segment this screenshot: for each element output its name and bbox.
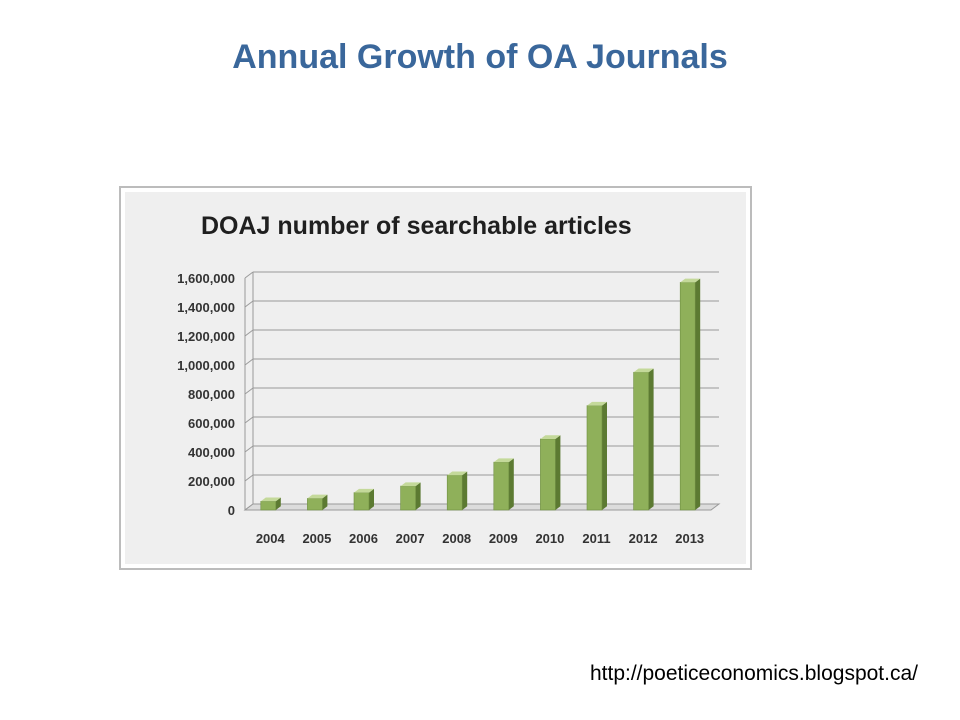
bar-top — [260, 497, 281, 502]
bar-top — [447, 471, 468, 476]
bar-side — [648, 368, 654, 510]
y-tick-label: 800,000 — [188, 387, 235, 402]
bar-top — [680, 278, 701, 283]
x-tick-label: 2009 — [489, 531, 518, 546]
gridline-depth — [244, 474, 254, 482]
gridline-depth — [244, 300, 254, 308]
gridline-depth — [244, 445, 254, 453]
bar-top — [540, 435, 561, 439]
y-tick-label: 0 — [228, 503, 235, 518]
bar — [679, 282, 696, 511]
bar-top — [633, 368, 654, 373]
bar — [493, 461, 510, 511]
bar-side — [415, 482, 421, 510]
y-tick-label: 1,600,000 — [177, 271, 235, 286]
x-tick-label: 2012 — [629, 531, 658, 546]
x-tick-label: 2011 — [582, 531, 610, 546]
bar-side — [369, 488, 374, 510]
bar-side — [322, 494, 328, 510]
gridline-depth — [244, 387, 254, 395]
bar-chart: DOAJ number of searchable articles 0 200,… — [125, 192, 746, 564]
gridline-depth — [244, 329, 254, 337]
bar — [400, 485, 416, 511]
bar — [260, 500, 277, 511]
bar-top — [307, 494, 328, 499]
bar-top — [400, 482, 421, 487]
chart-title: DOAJ number of searchable articles — [201, 212, 632, 240]
x-tick-label: 2010 — [535, 531, 564, 546]
x-tick-label: 2013 — [675, 531, 704, 546]
bar-side — [602, 401, 607, 510]
gridline-depth — [244, 416, 254, 424]
bar — [307, 498, 323, 511]
bar-top — [587, 401, 607, 406]
x-tick-label: 2008 — [442, 531, 471, 546]
bar-side — [695, 278, 701, 510]
y-tick-label: 600,000 — [188, 416, 235, 431]
y-tick-label: 1,400,000 — [177, 300, 235, 315]
bar — [633, 371, 649, 511]
y-tick-label: 200,000 — [188, 474, 235, 489]
bar — [353, 492, 370, 511]
x-tick-label: 2007 — [396, 531, 425, 546]
bar-side — [555, 435, 561, 510]
bar — [446, 474, 463, 511]
bar-side — [462, 471, 468, 510]
chart-frame: DOAJ number of searchable articles 0 200,… — [119, 186, 752, 570]
bar-top — [493, 458, 514, 463]
x-tick-label: 2005 — [302, 531, 331, 546]
slide-title: Annual Growth of OA Journals — [232, 38, 728, 76]
bar — [540, 438, 556, 511]
x-tick-label: 2004 — [256, 531, 286, 546]
gridline-depth — [244, 271, 254, 279]
bar-top — [354, 488, 374, 493]
gridline-depth — [244, 358, 254, 366]
bar — [586, 405, 603, 511]
bar-side — [275, 497, 281, 510]
source-link[interactable]: http://poeticeconomics.blogspot.ca/ — [589, 662, 918, 685]
bar-side — [508, 458, 514, 510]
y-tick-label: 1,000,000 — [177, 358, 235, 373]
y-tick-label: 400,000 — [188, 445, 235, 460]
y-tick-label: 1,200,000 — [177, 329, 235, 344]
x-tick-label: 2006 — [349, 531, 378, 546]
